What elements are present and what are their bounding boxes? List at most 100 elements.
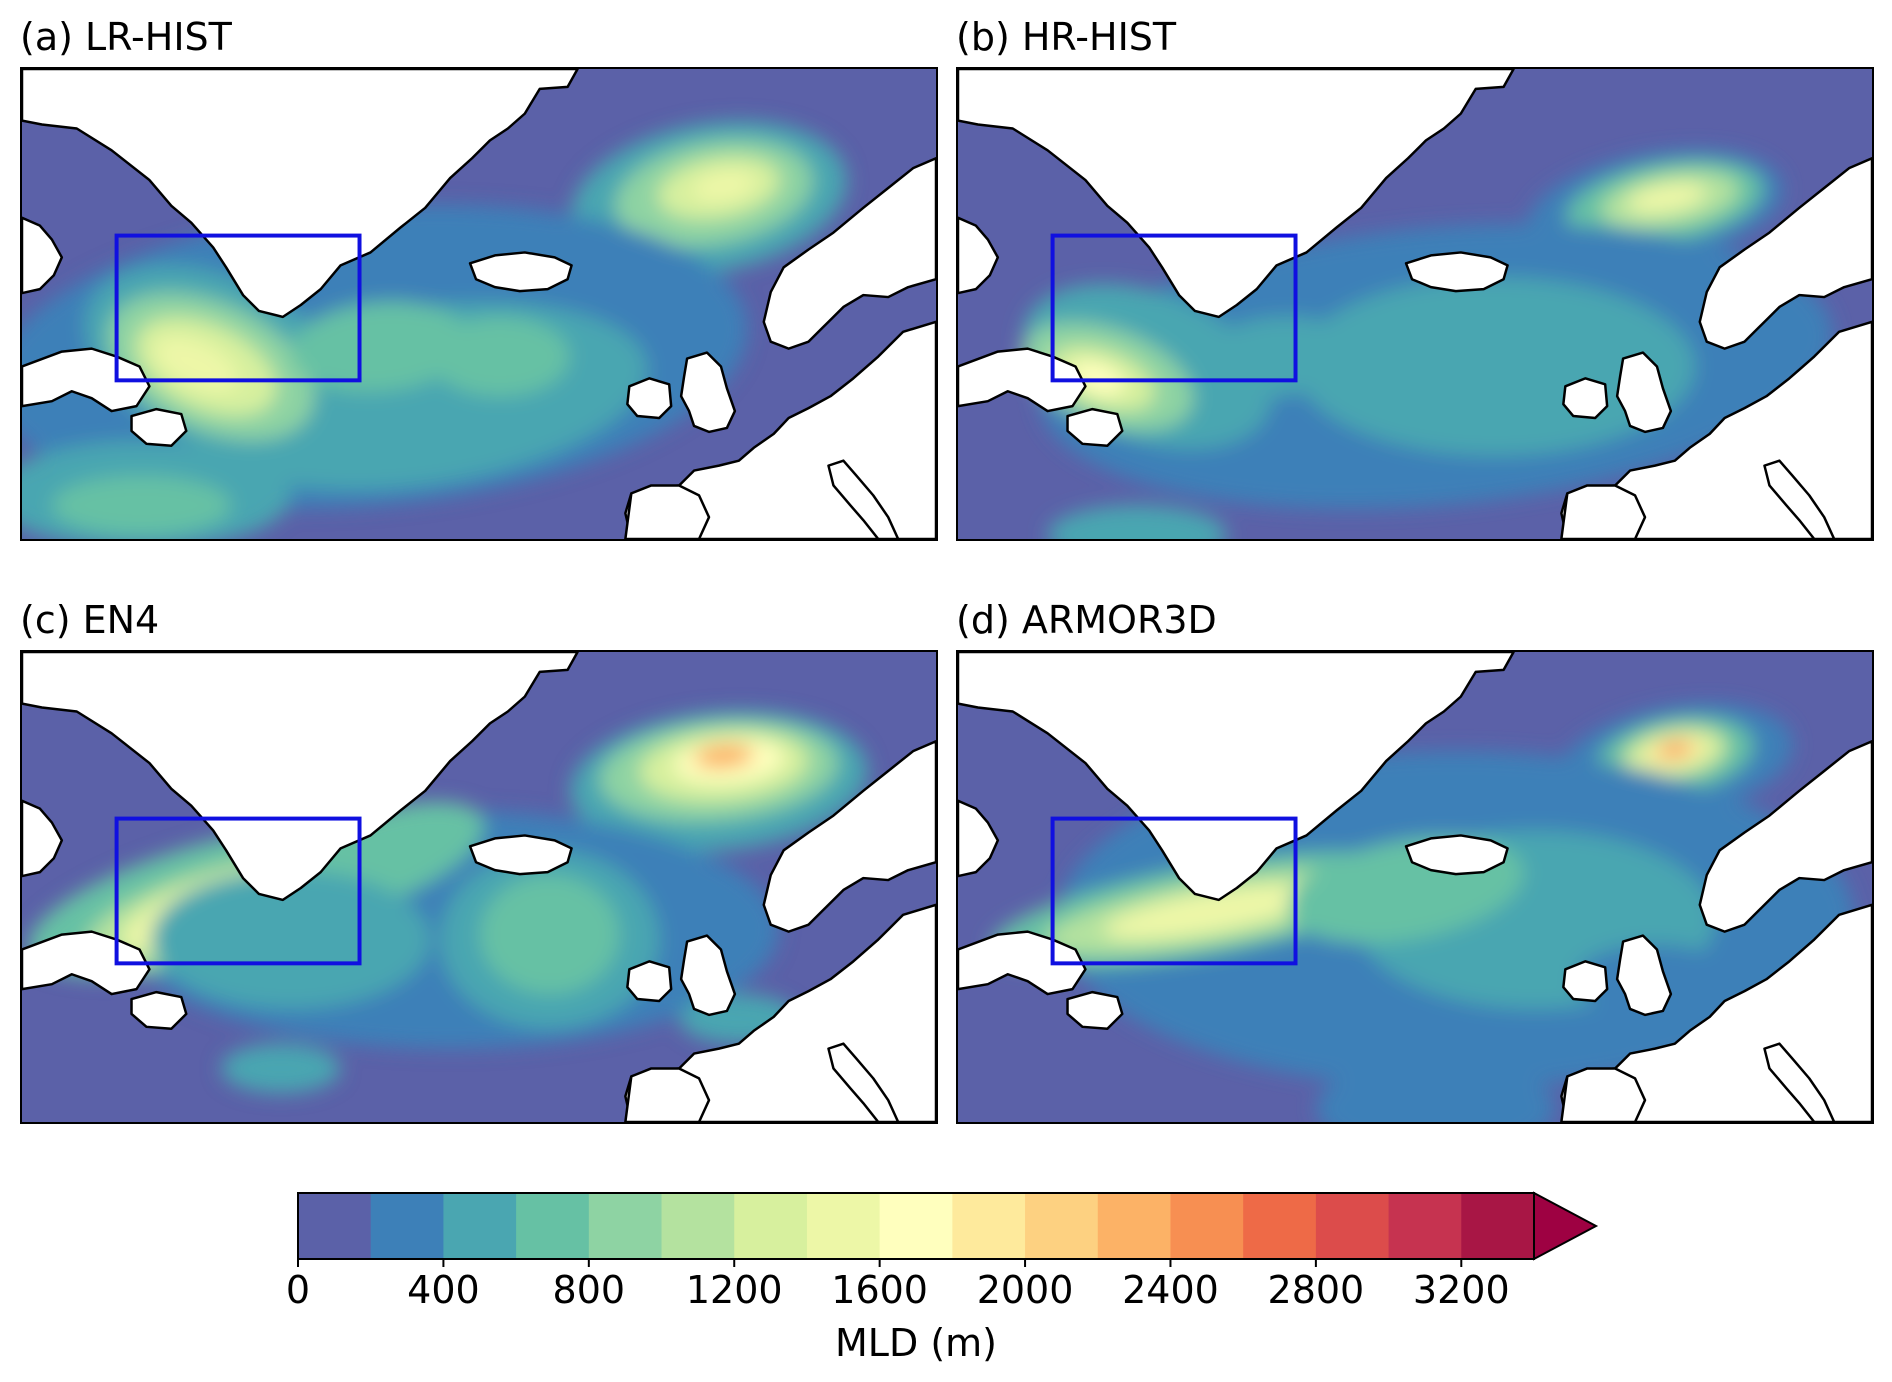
scandinavia-land: [762, 157, 936, 350]
scandinavia-land: [762, 740, 936, 933]
scandinavia-land: [1698, 740, 1872, 933]
colorbar-tick-label-1: 400: [407, 1268, 480, 1312]
labrador-sea-box: [1050, 816, 1298, 966]
colorbar-cell-7: [806, 1193, 881, 1259]
colorbar-cell-1: [370, 1193, 445, 1259]
britain-land: [1615, 351, 1673, 434]
map-panel-b: [956, 67, 1874, 541]
iberia-land: [624, 1067, 711, 1122]
newfoundland-land: [130, 990, 188, 1031]
ireland-land: [1562, 377, 1609, 420]
colorbar-cell-5: [661, 1193, 735, 1259]
map-panel-c: [20, 650, 938, 1124]
greenland-land: [958, 652, 1515, 902]
italy-land: [827, 459, 900, 539]
mld-contour-4: [694, 743, 754, 769]
colorbar-frame: [297, 1192, 1535, 1260]
colorbar-ticks: 0 400 800 1200 1600 2000 2400 2800 3200: [286, 1259, 1510, 1312]
britain-land: [679, 351, 737, 434]
map-panel-a: [20, 67, 938, 541]
land-layer: [958, 652, 1872, 1122]
mld-contour-10: [1197, 316, 1357, 397]
labrador-sea-box: [114, 816, 362, 966]
greenland-land: [958, 69, 1515, 319]
map-c: [22, 652, 936, 1122]
colorbar-cell-4: [588, 1193, 663, 1259]
colorbar-cell-13: [1243, 1193, 1317, 1259]
colorbar-cells: [298, 1193, 1535, 1259]
mld-contour-9: [1103, 884, 1320, 939]
iceland-land: [468, 251, 573, 293]
panel-title-a: (a) LR-HIST: [20, 15, 232, 59]
colorbar-tick-label-3: 1200: [686, 1268, 783, 1312]
colorbar-cell-11: [1097, 1193, 1172, 1259]
mld-contour-7: [479, 875, 620, 995]
colorbar-cell-8: [879, 1193, 953, 1259]
colorbar-tick-label-2: 800: [553, 1268, 626, 1312]
colorbar-cell-6: [734, 1193, 808, 1259]
panel-title-c: (c) EN4: [20, 598, 160, 642]
britain-land: [679, 934, 737, 1017]
colorbar-tick-label-7: 2800: [1268, 1268, 1365, 1312]
colorbar-tick-label-4: 1600: [831, 1268, 928, 1312]
mld-contour-3: [692, 170, 756, 202]
colorbar-cell-3: [516, 1193, 590, 1259]
colorbar-cell-14: [1315, 1193, 1390, 1259]
colorbar-cell-12: [1170, 1193, 1244, 1259]
iceland-land: [1404, 834, 1509, 876]
italy-land: [1763, 1042, 1836, 1122]
newfoundland-land: [1066, 407, 1124, 448]
scandinavia-land: [1698, 157, 1872, 350]
colorbar-extend-triangle: [1533, 1191, 1599, 1261]
baffin-land: [22, 216, 64, 295]
mld-contour-3: [1627, 182, 1707, 214]
mld-contour-13: [51, 475, 232, 536]
map-b: [958, 69, 1872, 539]
ireland-land: [626, 377, 673, 420]
colorbar-tick-label-6: 2400: [1122, 1268, 1219, 1312]
baffin-land: [22, 799, 64, 878]
panel-title-b: (b) HR-HIST: [956, 15, 1177, 59]
italy-land: [1763, 459, 1836, 539]
land-layer: [22, 69, 936, 539]
map-d: [958, 652, 1872, 1122]
colorbar-tick-label-8: 3200: [1413, 1268, 1510, 1312]
map-panel-d: [956, 650, 1874, 1124]
italy-land: [827, 1042, 900, 1122]
mld-contour-10: [291, 301, 470, 392]
colorbar-cell-10: [1025, 1193, 1099, 1259]
iceland-land: [468, 834, 573, 876]
colorbar-cell-2: [443, 1193, 517, 1259]
colorbar-cell-0: [298, 1193, 372, 1259]
land-layer: [958, 69, 1872, 539]
colorbar-label: MLD (m): [835, 1321, 997, 1365]
panel-title-d: (d) ARMOR3D: [956, 598, 1217, 642]
ireland-land: [1562, 960, 1609, 1003]
labrador-sea-box: [1050, 233, 1298, 383]
baffin-land: [958, 799, 1000, 878]
land-layer: [22, 652, 936, 1122]
baffin-land: [958, 216, 1000, 295]
newfoundland-land: [1066, 990, 1124, 1031]
map-a: [22, 69, 936, 539]
mld-contour-11: [430, 316, 570, 397]
greenland-land: [22, 69, 579, 319]
greenland-land: [22, 652, 579, 902]
iceland-land: [1404, 251, 1509, 293]
mld-contour-12: [1316, 1058, 1556, 1122]
colorbar-cell-9: [952, 1193, 1026, 1259]
mld-contour-11: [1047, 505, 1227, 539]
mld-contour-9: [154, 337, 238, 392]
newfoundland-land: [130, 407, 188, 448]
ireland-land: [626, 960, 673, 1003]
iberia-land: [624, 484, 711, 539]
mld-contour-15: [221, 1043, 341, 1094]
colorbar-tick-label-5: 2000: [977, 1268, 1074, 1312]
colorbar-cell-15: [1388, 1193, 1462, 1259]
britain-land: [1615, 934, 1673, 1017]
colorbar-cell-16: [1461, 1193, 1535, 1259]
labrador-sea-box: [114, 233, 362, 383]
mld-contour-4: [1660, 741, 1690, 757]
colorbar-tick-label-0: 0: [286, 1268, 310, 1312]
iberia-land: [1560, 1067, 1647, 1122]
